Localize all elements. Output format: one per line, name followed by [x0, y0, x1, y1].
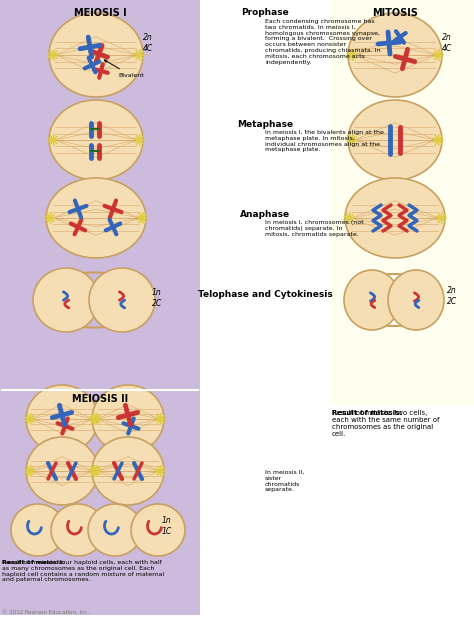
Text: MITOSIS: MITOSIS — [372, 8, 418, 18]
Ellipse shape — [348, 100, 442, 180]
Bar — [0, 390, 200, 615]
Ellipse shape — [88, 504, 142, 556]
Text: 2n
4C: 2n 4C — [442, 34, 452, 53]
Ellipse shape — [388, 270, 444, 330]
Ellipse shape — [344, 270, 400, 330]
Ellipse shape — [92, 385, 164, 453]
Text: Result of mitosis:: Result of mitosis: — [332, 410, 402, 416]
Ellipse shape — [92, 437, 164, 505]
Ellipse shape — [46, 178, 146, 258]
Text: Metaphase: Metaphase — [237, 120, 293, 129]
Ellipse shape — [11, 504, 65, 556]
Ellipse shape — [49, 100, 143, 180]
Text: 2n
2C: 2n 2C — [447, 286, 457, 306]
Text: 1n
1C: 1n 1C — [162, 516, 172, 536]
Bar — [330, 405, 474, 621]
Ellipse shape — [26, 385, 98, 453]
Text: © 2012 Pearson Education, Inc.: © 2012 Pearson Education, Inc. — [2, 610, 90, 615]
Text: 1n
2C: 1n 2C — [152, 288, 162, 307]
Text: In meiosis I, the bivalents align at the
metaphase plate. In mitosis,
individual: In meiosis I, the bivalents align at the… — [265, 130, 384, 152]
Ellipse shape — [345, 178, 445, 258]
Text: Each condensing chromosome has
two chromatids. In meiosis I,
homologous chromoso: Each condensing chromosome has two chrom… — [265, 19, 381, 65]
Ellipse shape — [89, 268, 155, 332]
Text: Anaphase: Anaphase — [240, 210, 290, 219]
Text: Prophase: Prophase — [241, 8, 289, 17]
Text: Result of meiosis: four haploid cells, each with half
as many chromosomes as the: Result of meiosis: four haploid cells, e… — [2, 560, 164, 582]
Text: 2n
4C: 2n 4C — [143, 34, 153, 53]
Text: In meiosis I, chromosomes (not
chromatids) separate. In
mitosis, chromatids sepa: In meiosis I, chromosomes (not chromatid… — [265, 220, 364, 237]
Text: MEIOSIS I: MEIOSIS I — [73, 8, 126, 18]
Ellipse shape — [131, 504, 185, 556]
Ellipse shape — [348, 13, 442, 97]
Ellipse shape — [49, 13, 143, 97]
Ellipse shape — [33, 268, 99, 332]
Bar — [0, 0, 200, 390]
Text: Bivalent: Bivalent — [104, 60, 144, 78]
Text: MEIOSIS II: MEIOSIS II — [72, 394, 128, 404]
Text: Result of mitosis: two cells,
each with the same number of
chromosomes as the or: Result of mitosis: two cells, each with … — [332, 410, 439, 437]
Text: Telophase and Cytokinesis: Telophase and Cytokinesis — [198, 290, 332, 299]
Ellipse shape — [26, 437, 98, 505]
Bar — [330, 0, 474, 405]
Bar — [200, 0, 330, 621]
Text: Result of meiosis:: Result of meiosis: — [2, 560, 65, 565]
Text: In meiosis II,
sister
chromatids
separate.: In meiosis II, sister chromatids separat… — [265, 470, 304, 492]
Ellipse shape — [51, 504, 105, 556]
